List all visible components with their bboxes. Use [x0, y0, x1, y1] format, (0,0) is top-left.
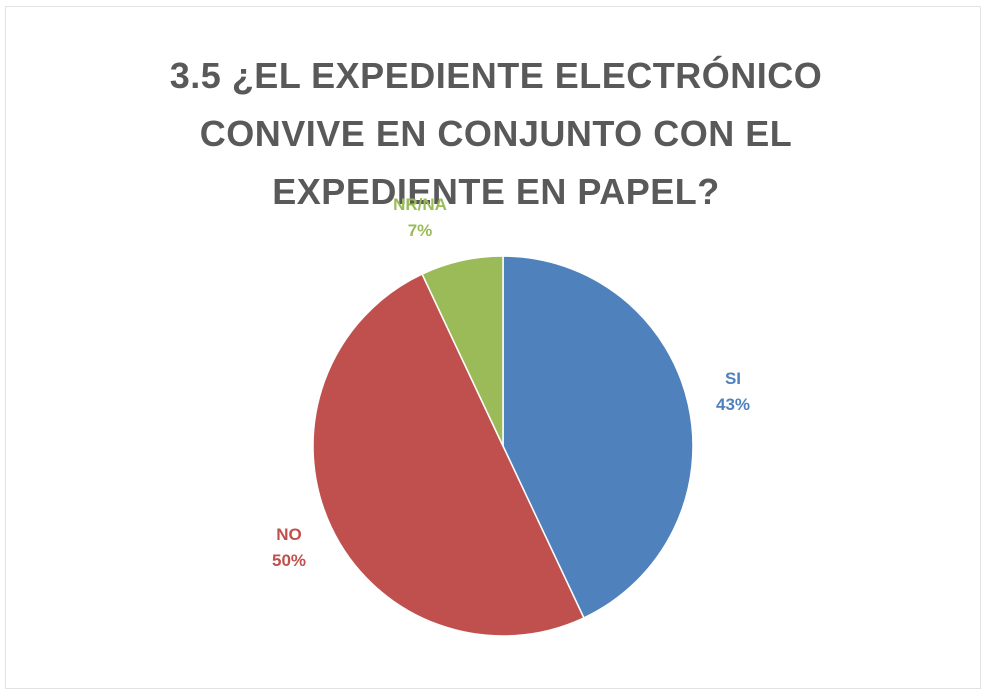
slice-label-si: SI — [725, 369, 741, 388]
pie-slice-si — [502, 255, 694, 619]
chart-title: 3.5 ¿EL EXPEDIENTE ELECTRÓNICO CONVIVE E… — [156, 47, 836, 221]
slice-value-no: 50% — [272, 551, 306, 570]
slice-value-si: 43% — [716, 395, 750, 414]
chart-title-line-2: CONVIVE EN CONJUNTO CON EL — [199, 113, 793, 154]
pie-slice-no — [312, 273, 585, 637]
chart-title-line-3: EXPEDIENTE EN PAPEL? — [272, 171, 720, 212]
pie-slice-nr-na — [421, 255, 504, 447]
slice-label-nr-na: NR/NA — [393, 195, 447, 214]
chart-title-line-1: 3.5 ¿EL EXPEDIENTE ELECTRÓNICO — [169, 55, 823, 96]
slice-value-nr-na: 7% — [408, 221, 433, 240]
slice-label-no: NO — [276, 525, 302, 544]
